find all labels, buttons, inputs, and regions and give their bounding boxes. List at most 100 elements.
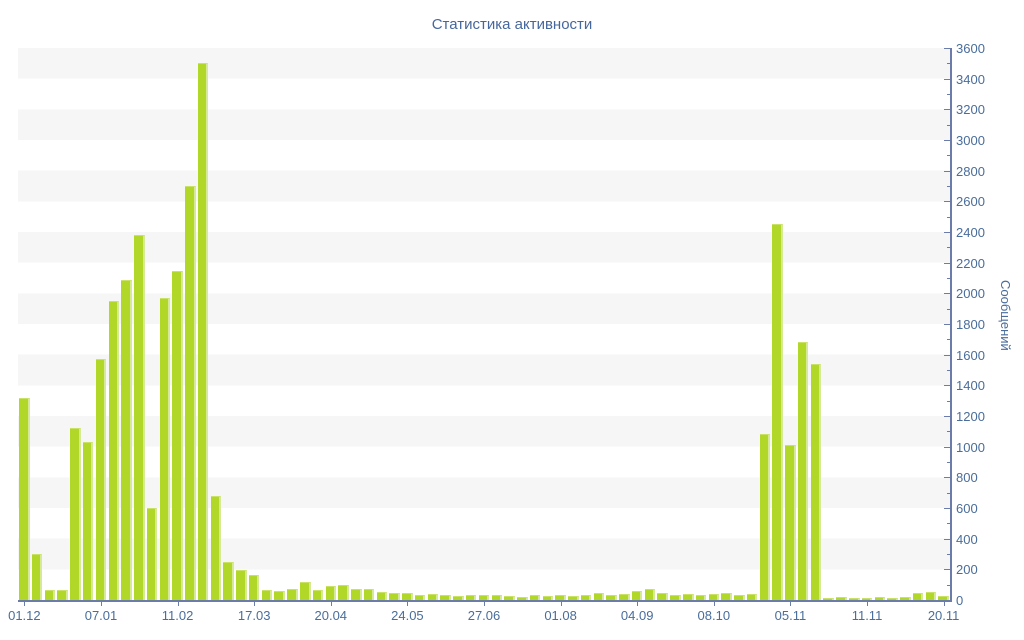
bar[interactable] — [861, 597, 873, 600]
bar[interactable] — [338, 584, 349, 600]
bar[interactable] — [95, 359, 107, 600]
bar[interactable] — [925, 591, 937, 600]
bar[interactable] — [223, 562, 234, 600]
bar[interactable] — [134, 235, 145, 600]
bar[interactable] — [746, 593, 758, 600]
bar[interactable] — [785, 445, 796, 600]
bar[interactable] — [19, 397, 30, 600]
bar[interactable] — [900, 596, 911, 600]
bar[interactable] — [491, 595, 503, 600]
chart-title: Статистика активности — [431, 16, 593, 33]
bar[interactable] — [772, 224, 783, 600]
bar[interactable] — [683, 593, 694, 600]
y-major-tick — [944, 232, 950, 233]
y-minor-tick — [947, 431, 950, 433]
bar[interactable] — [606, 594, 617, 600]
x-tick-label: 01.12 — [8, 608, 41, 623]
bar[interactable] — [236, 570, 247, 600]
x-tick-label: 20.04 — [314, 608, 348, 623]
y-major-tick — [944, 170, 950, 172]
bar[interactable] — [734, 595, 745, 600]
bar[interactable] — [721, 593, 732, 600]
y-tick-label: 600 — [956, 501, 978, 516]
bar[interactable] — [912, 593, 924, 600]
bar[interactable] — [414, 595, 426, 600]
bar[interactable] — [619, 593, 630, 600]
y-axis-line — [950, 48, 952, 601]
y-tick-label: 2000 — [956, 286, 985, 302]
bar[interactable] — [300, 581, 311, 600]
y-major-tick — [944, 262, 950, 264]
y-minor-tick — [947, 216, 950, 218]
bar[interactable] — [31, 554, 43, 600]
bar[interactable] — [517, 596, 528, 600]
bar[interactable] — [478, 594, 490, 600]
bar[interactable] — [185, 186, 196, 600]
bar[interactable] — [440, 595, 451, 600]
bar[interactable] — [657, 593, 668, 600]
bar[interactable] — [427, 593, 439, 600]
bar[interactable] — [363, 589, 375, 600]
bar[interactable] — [631, 590, 643, 600]
y-axis-title: Сообщений — [998, 280, 1013, 351]
bar[interactable] — [44, 590, 56, 600]
bar[interactable] — [57, 590, 68, 600]
bar[interactable] — [810, 363, 822, 600]
bar[interactable] — [146, 508, 158, 600]
bar[interactable] — [708, 593, 720, 600]
bar[interactable] — [82, 442, 94, 600]
bar[interactable] — [580, 594, 592, 600]
bar[interactable] — [887, 597, 898, 600]
bar[interactable] — [210, 495, 222, 600]
bar[interactable] — [312, 590, 324, 600]
bar[interactable] — [759, 434, 771, 600]
bar[interactable] — [325, 586, 337, 600]
bar[interactable] — [287, 589, 298, 600]
y-tick-label: 3600 — [956, 41, 985, 56]
y-minor-tick — [947, 339, 950, 341]
bar[interactable] — [159, 297, 171, 600]
bar[interactable] — [465, 594, 477, 600]
bar[interactable] — [389, 593, 400, 600]
x-tick-label: 11.11 — [851, 608, 883, 623]
bar[interactable] — [836, 596, 847, 600]
bar[interactable] — [197, 62, 209, 600]
bar[interactable] — [797, 342, 809, 600]
bar[interactable] — [874, 596, 886, 600]
y-minor-tick — [947, 186, 950, 187]
bar[interactable] — [593, 593, 605, 600]
bar[interactable] — [108, 301, 119, 600]
bar[interactable] — [172, 271, 183, 600]
bar[interactable] — [376, 592, 388, 600]
y-minor-tick — [947, 370, 950, 371]
bar[interactable] — [351, 588, 362, 600]
bar[interactable] — [644, 588, 656, 600]
y-major-tick — [944, 477, 950, 479]
y-major-tick — [944, 293, 950, 295]
bar[interactable] — [248, 574, 260, 600]
y-tick-label: 3200 — [956, 102, 985, 118]
y-tick-label: 3000 — [956, 133, 985, 148]
x-tick — [407, 602, 409, 606]
bar[interactable] — [555, 595, 566, 600]
bar[interactable] — [695, 594, 707, 600]
x-tick — [713, 602, 715, 606]
bar[interactable] — [542, 596, 554, 600]
bar[interactable] — [274, 590, 285, 600]
bar[interactable] — [121, 280, 132, 600]
bar[interactable] — [568, 596, 579, 600]
bar[interactable] — [261, 590, 273, 600]
bar[interactable] — [504, 596, 515, 600]
x-tick-label: 08.10 — [697, 608, 731, 623]
bar[interactable] — [938, 596, 949, 600]
bar[interactable] — [670, 594, 681, 600]
bar[interactable] — [402, 593, 413, 600]
bar[interactable] — [453, 596, 464, 600]
bar[interactable] — [529, 595, 541, 600]
bar[interactable] — [70, 428, 81, 600]
bar[interactable] — [849, 597, 860, 600]
bar[interactable] — [823, 597, 834, 600]
x-tick — [790, 602, 792, 606]
y-major-tick — [944, 354, 950, 356]
